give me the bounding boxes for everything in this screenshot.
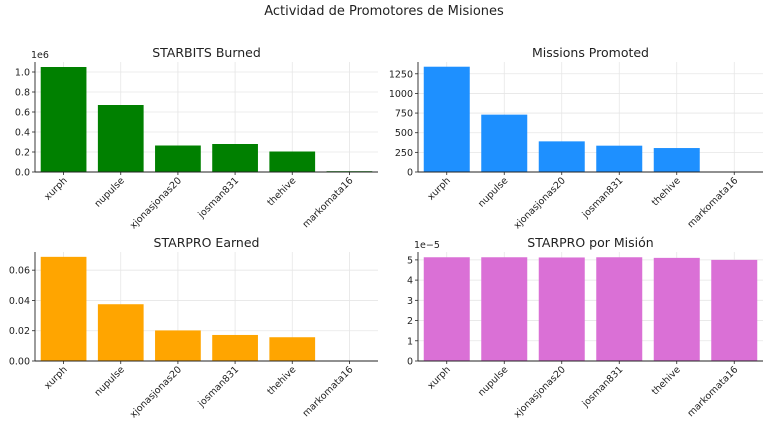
- y-tick-label: 4: [407, 276, 413, 287]
- bar: [97, 105, 144, 172]
- y-tick-label: 3: [407, 296, 413, 307]
- y-tick-label: 0.06: [9, 266, 30, 277]
- y-tick-label: 500: [395, 128, 413, 139]
- bar: [538, 141, 585, 172]
- bar: [155, 145, 201, 172]
- x-tick-label: xjonasjonas20: [128, 364, 184, 420]
- chart-title: STARPRO Earned: [154, 235, 260, 250]
- chart-title: Missions Promoted: [532, 45, 649, 60]
- chart-panel-2: 0 250 500 750 1000 1250 xurph nupulse xjonasjona…: [389, 45, 763, 231]
- bar: [212, 334, 258, 361]
- x-tick-label: josman831: [580, 364, 626, 410]
- x-tick-label: xjonasjonas20: [128, 175, 184, 231]
- x-tick-label: thehive: [650, 175, 683, 208]
- bar: [596, 145, 643, 172]
- x-tick-label: nupulse: [93, 364, 127, 398]
- y-tick-label: 1250: [389, 69, 413, 80]
- x-tick-label: markomata16: [685, 175, 740, 230]
- x-tick-label: xurph: [426, 175, 453, 202]
- bar: [596, 257, 643, 361]
- bar: [481, 257, 528, 361]
- bar: [538, 257, 585, 361]
- bar: [97, 304, 144, 361]
- x-tick-label: nupulse: [476, 364, 510, 398]
- axis-offset-label: 1e6: [31, 50, 49, 61]
- x-tick-label: markomata16: [685, 364, 740, 419]
- x-tick-label: josman831: [195, 175, 241, 221]
- y-tick-label: 1.0: [15, 68, 30, 79]
- y-tick-label: 0.00: [9, 357, 30, 368]
- y-tick-label: 1: [407, 336, 413, 347]
- y-tick-label: 0.4: [15, 128, 30, 139]
- y-tick-label: 0.6: [15, 108, 30, 119]
- x-tick-label: nupulse: [476, 175, 510, 209]
- chart-panel-3: 0.00 0.02 0.04 0.06 xurph nupulse xjonasjonas2…: [9, 235, 378, 420]
- x-tick-label: xjonasjonas20: [512, 364, 568, 420]
- bar: [269, 337, 316, 361]
- x-tick-label: josman831: [580, 175, 626, 221]
- x-tick-label: markomata16: [301, 364, 356, 419]
- bar: [40, 256, 87, 361]
- x-tick-label: xurph: [42, 364, 69, 391]
- bar: [423, 66, 470, 172]
- chart-panel-4: 0 1 2 3 4 5 xurph nupulse xjonasjonas20 josman831…: [407, 235, 763, 420]
- chart-panel-1: 0.0 0.2 0.4 0.6 0.8 1.0 xurph nupulse xjonasjona…: [15, 45, 378, 231]
- x-tick-label: thehive: [265, 364, 298, 397]
- chart-title: STARBITS Burned: [152, 45, 261, 60]
- bar: [481, 114, 528, 172]
- y-tick-label: 250: [395, 148, 413, 159]
- x-tick-label: xjonasjonas20: [512, 175, 568, 231]
- y-tick-label: 5: [407, 255, 413, 266]
- bar: [212, 144, 258, 172]
- bar: [653, 257, 700, 361]
- y-tick-label: 0.2: [15, 148, 30, 159]
- bar: [711, 259, 758, 361]
- chart-title: STARPRO por Misión: [527, 235, 653, 250]
- bar: [40, 67, 87, 172]
- x-tick-label: xurph: [426, 364, 453, 391]
- x-tick-label: markomata16: [301, 175, 356, 230]
- x-tick-label: xurph: [42, 175, 69, 202]
- y-tick-label: 1000: [389, 89, 413, 100]
- y-tick-label: 0.0: [15, 168, 30, 179]
- axis-offset-label: 1e−5: [414, 240, 440, 251]
- bar: [155, 330, 201, 361]
- figure-title: Actividad de Promotores de Misiones: [264, 4, 504, 19]
- bar: [269, 151, 316, 172]
- y-tick-label: 0.04: [9, 296, 30, 307]
- x-tick-label: josman831: [195, 364, 241, 410]
- x-tick-label: nupulse: [93, 175, 127, 209]
- x-tick-label: thehive: [265, 175, 298, 208]
- y-tick-label: 0.02: [9, 326, 30, 337]
- y-tick-label: 0.8: [15, 88, 30, 99]
- y-tick-label: 750: [395, 109, 413, 120]
- y-tick-label: 0: [407, 168, 413, 179]
- x-tick-label: thehive: [650, 364, 683, 397]
- y-tick-label: 0: [407, 357, 413, 368]
- bar: [423, 257, 470, 361]
- y-tick-label: 2: [407, 316, 413, 327]
- bar: [653, 148, 700, 172]
